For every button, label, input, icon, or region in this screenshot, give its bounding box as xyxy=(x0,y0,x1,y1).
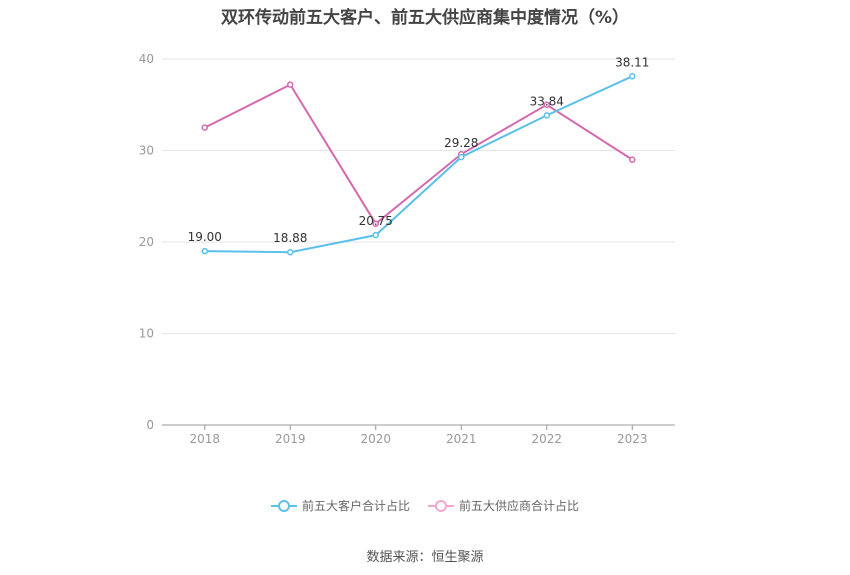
x-tick-label-2020: 2020 xyxy=(360,432,391,446)
y-tick-label-0: 0 xyxy=(146,418,154,432)
data-label-2021: 29.28 xyxy=(444,136,478,150)
series-layer xyxy=(201,73,636,256)
chart-title: 双环传动前五大客户、前五大供应商集中度情况（%） xyxy=(220,8,630,28)
x-tick-label-2022: 2022 xyxy=(531,432,562,446)
y-tick-label-20: 20 xyxy=(139,235,154,249)
series-1-point-2023 xyxy=(629,156,636,163)
x-tick-label-2021: 2021 xyxy=(446,432,477,446)
series-1-point-2019 xyxy=(287,81,294,88)
data-label-2020: 20.75 xyxy=(359,214,393,228)
series-0-point-2018 xyxy=(201,247,208,255)
x-tick-label-2018: 2018 xyxy=(189,432,220,446)
series-1-point-2022 xyxy=(543,101,550,108)
series-0-point-2022 xyxy=(543,112,550,119)
legend: 前五大客户合计占比 前五大供应商合计占比 xyxy=(0,497,850,514)
legend-label-suppliers: 前五大供应商合计占比 xyxy=(459,499,580,513)
legend-item-suppliers[interactable]: 前五大供应商合计占比 xyxy=(428,497,579,514)
legend-label-customers: 前五大客户合计占比 xyxy=(301,499,410,513)
data-label-2019: 18.88 xyxy=(273,231,307,245)
legend-marker-suppliers xyxy=(428,499,454,512)
data-label-2023: 38.11 xyxy=(615,55,649,69)
x-tick-label-2023: 2023 xyxy=(617,432,648,446)
series-1-point-2018 xyxy=(201,124,208,131)
series-0-point-2023 xyxy=(629,73,636,80)
series-1-point-2020 xyxy=(372,220,379,227)
series-0-point-2019 xyxy=(287,248,294,256)
y-tick-label-10: 10 xyxy=(139,327,154,341)
source-note: 数据来源：恒生聚源 xyxy=(366,550,484,565)
series-line-0 xyxy=(204,75,633,254)
legend-item-customers[interactable]: 前五大客户合计占比 xyxy=(270,497,410,514)
y-tick-label-30: 30 xyxy=(139,144,154,158)
data-label-2018: 19.00 xyxy=(188,230,222,244)
data-label-2022: 33.84 xyxy=(530,94,564,108)
grid xyxy=(162,58,675,334)
x-tick-label-2019: 2019 xyxy=(275,432,306,446)
series-line-1 xyxy=(204,83,633,226)
series-0-point-2021 xyxy=(458,153,465,161)
legend-marker-customers xyxy=(270,499,297,512)
axes: 0 10 20 30 40 2018 2019 2020 2021 2022 2023 xyxy=(139,52,675,446)
data-labels: 19.00 18.88 20.75 29.28 33.84 38.11 xyxy=(188,55,650,245)
series-0-point-2020 xyxy=(372,231,379,239)
y-tick-label-40: 40 xyxy=(139,52,154,66)
